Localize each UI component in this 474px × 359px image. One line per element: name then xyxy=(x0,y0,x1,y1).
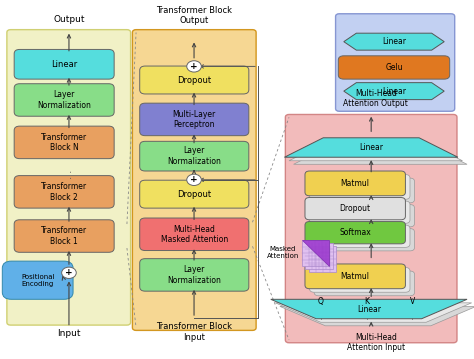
Text: K: K xyxy=(364,297,369,306)
FancyBboxPatch shape xyxy=(314,205,415,227)
Text: Positional
Encoding: Positional Encoding xyxy=(21,274,55,287)
FancyBboxPatch shape xyxy=(305,222,405,244)
FancyBboxPatch shape xyxy=(140,218,249,251)
Text: Masked
Attention: Masked Attention xyxy=(267,246,299,259)
FancyBboxPatch shape xyxy=(310,201,410,223)
Text: Dropout: Dropout xyxy=(340,204,371,213)
Text: Multi-Head
Attention Output: Multi-Head Attention Output xyxy=(343,89,408,108)
Polygon shape xyxy=(302,240,329,266)
Text: Linear: Linear xyxy=(382,37,406,46)
FancyBboxPatch shape xyxy=(2,261,73,299)
Bar xyxy=(302,240,329,266)
Text: V: V xyxy=(410,297,415,306)
FancyBboxPatch shape xyxy=(140,141,249,171)
Text: +: + xyxy=(65,268,73,277)
FancyBboxPatch shape xyxy=(314,229,415,251)
Bar xyxy=(305,243,333,269)
Text: Multi-Head
Masked Attention: Multi-Head Masked Attention xyxy=(161,225,228,244)
FancyBboxPatch shape xyxy=(310,174,410,199)
Text: Dropout: Dropout xyxy=(177,75,211,84)
Polygon shape xyxy=(344,83,444,100)
Text: Input: Input xyxy=(57,329,81,338)
Polygon shape xyxy=(293,145,467,164)
Text: Multi-Layer
Perceptron: Multi-Layer Perceptron xyxy=(173,110,216,129)
FancyBboxPatch shape xyxy=(285,115,457,343)
Text: Layer
Normalization: Layer Normalization xyxy=(167,146,221,166)
Circle shape xyxy=(62,267,76,279)
FancyBboxPatch shape xyxy=(314,271,415,296)
Text: +: + xyxy=(190,175,198,185)
FancyBboxPatch shape xyxy=(14,84,114,116)
FancyBboxPatch shape xyxy=(14,176,114,208)
Text: Gelu: Gelu xyxy=(385,63,403,72)
Circle shape xyxy=(187,174,201,186)
Circle shape xyxy=(187,61,201,72)
FancyBboxPatch shape xyxy=(140,258,249,291)
FancyBboxPatch shape xyxy=(132,30,256,330)
FancyBboxPatch shape xyxy=(310,225,410,247)
Text: Layer
Normalization: Layer Normalization xyxy=(37,90,91,110)
Text: +: + xyxy=(190,62,198,71)
FancyBboxPatch shape xyxy=(14,220,114,252)
Text: Transformer Block
Output: Transformer Block Output xyxy=(156,6,232,25)
Bar xyxy=(309,246,337,272)
Polygon shape xyxy=(280,306,474,326)
Text: Matmul: Matmul xyxy=(341,179,370,188)
FancyBboxPatch shape xyxy=(305,264,405,289)
FancyBboxPatch shape xyxy=(140,103,249,136)
FancyBboxPatch shape xyxy=(314,178,415,203)
Text: Transformer Block
Input: Transformer Block Input xyxy=(156,322,232,342)
Polygon shape xyxy=(275,303,472,322)
Text: Output: Output xyxy=(53,15,85,24)
FancyBboxPatch shape xyxy=(14,50,114,79)
FancyBboxPatch shape xyxy=(140,180,249,208)
Text: Transformer
Block 1: Transformer Block 1 xyxy=(41,226,87,246)
Text: Transformer
Block N: Transformer Block N xyxy=(41,133,87,152)
Polygon shape xyxy=(271,299,467,319)
FancyBboxPatch shape xyxy=(140,66,249,94)
Text: Softmax: Softmax xyxy=(339,228,371,237)
Polygon shape xyxy=(344,33,444,50)
FancyBboxPatch shape xyxy=(305,171,405,196)
Text: Linear: Linear xyxy=(382,87,406,95)
Text: . . .: . . . xyxy=(64,170,74,185)
Polygon shape xyxy=(284,138,458,157)
Text: Linear: Linear xyxy=(51,60,77,69)
Text: Matmul: Matmul xyxy=(341,272,370,281)
FancyBboxPatch shape xyxy=(7,30,130,325)
Text: Transformer
Block 2: Transformer Block 2 xyxy=(41,182,87,201)
Text: Multi-Head
Attention Input: Multi-Head Attention Input xyxy=(346,333,405,352)
FancyBboxPatch shape xyxy=(14,126,114,159)
Text: Layer
Normalization: Layer Normalization xyxy=(167,265,221,285)
FancyBboxPatch shape xyxy=(305,197,405,220)
Text: Linear: Linear xyxy=(357,304,381,313)
Polygon shape xyxy=(289,141,463,161)
FancyBboxPatch shape xyxy=(336,14,455,111)
Text: Dropout: Dropout xyxy=(177,190,211,199)
FancyBboxPatch shape xyxy=(310,267,410,292)
Text: Q: Q xyxy=(318,297,324,306)
Text: Linear: Linear xyxy=(359,143,383,152)
FancyBboxPatch shape xyxy=(338,56,450,79)
